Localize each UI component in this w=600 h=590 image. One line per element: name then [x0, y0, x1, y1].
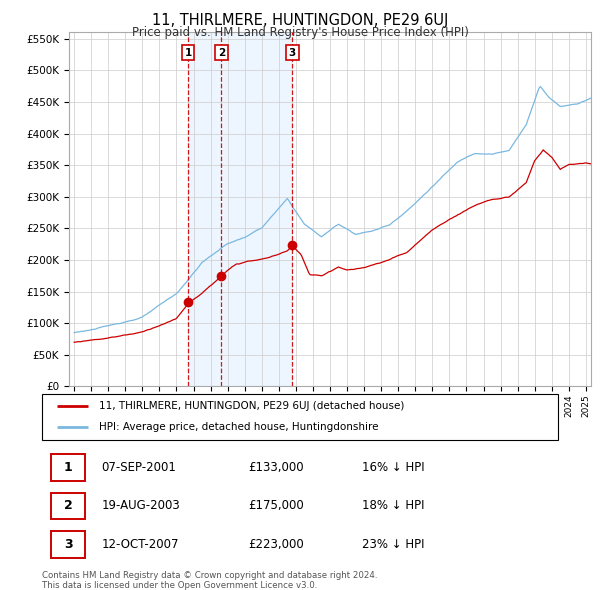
Text: 19-AUG-2003: 19-AUG-2003	[101, 499, 180, 513]
Text: 1: 1	[64, 461, 73, 474]
Text: 18% ↓ HPI: 18% ↓ HPI	[362, 499, 424, 513]
Text: 12-OCT-2007: 12-OCT-2007	[101, 538, 179, 551]
FancyBboxPatch shape	[51, 454, 85, 480]
Text: Contains HM Land Registry data © Crown copyright and database right 2024.
This d: Contains HM Land Registry data © Crown c…	[42, 571, 377, 590]
FancyBboxPatch shape	[51, 532, 85, 558]
Text: 2: 2	[64, 499, 73, 513]
FancyBboxPatch shape	[42, 394, 558, 440]
FancyBboxPatch shape	[51, 493, 85, 519]
Text: 3: 3	[289, 48, 296, 58]
Text: 3: 3	[64, 538, 73, 551]
Text: 2: 2	[218, 48, 225, 58]
Text: £133,000: £133,000	[248, 461, 304, 474]
Text: Price paid vs. HM Land Registry's House Price Index (HPI): Price paid vs. HM Land Registry's House …	[131, 26, 469, 39]
Text: 07-SEP-2001: 07-SEP-2001	[101, 461, 176, 474]
Text: 16% ↓ HPI: 16% ↓ HPI	[362, 461, 425, 474]
Bar	[188, 32, 292, 386]
Text: £223,000: £223,000	[248, 538, 304, 551]
Text: 11, THIRLMERE, HUNTINGDON, PE29 6UJ (detached house): 11, THIRLMERE, HUNTINGDON, PE29 6UJ (det…	[99, 401, 404, 411]
Text: 1: 1	[185, 48, 192, 58]
Text: HPI: Average price, detached house, Huntingdonshire: HPI: Average price, detached house, Hunt…	[99, 422, 378, 432]
Text: £175,000: £175,000	[248, 499, 304, 513]
Text: 11, THIRLMERE, HUNTINGDON, PE29 6UJ: 11, THIRLMERE, HUNTINGDON, PE29 6UJ	[152, 13, 448, 28]
Text: 23% ↓ HPI: 23% ↓ HPI	[362, 538, 424, 551]
